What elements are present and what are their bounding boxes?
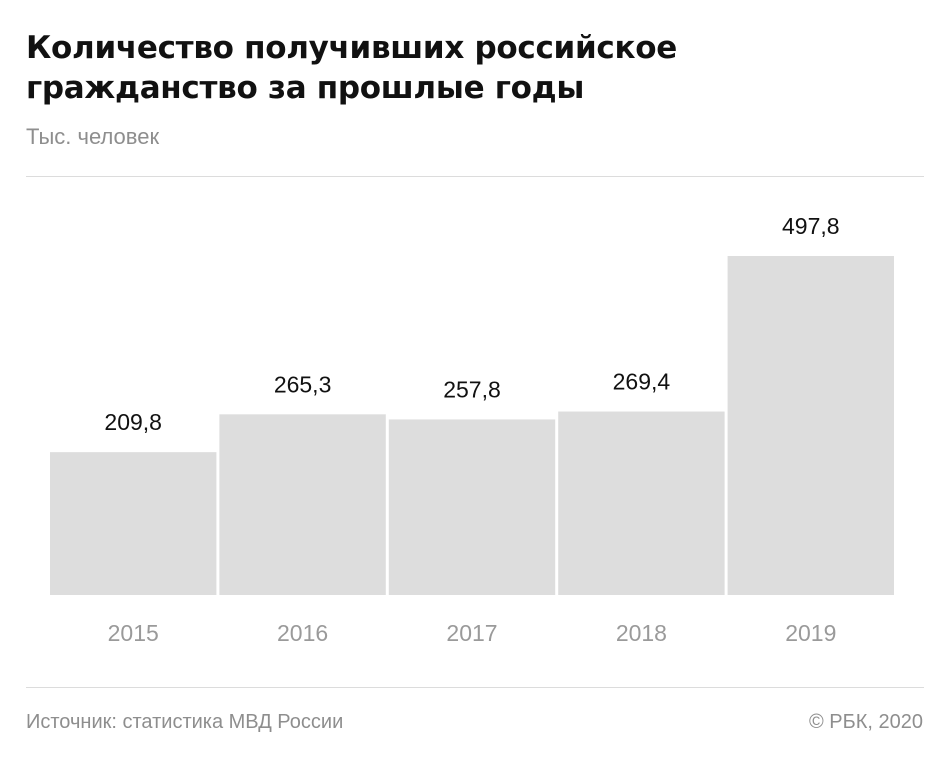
bar-2015: [50, 452, 217, 595]
chart-title: Количество получивших российское граждан…: [26, 28, 906, 108]
bar-2018: [558, 411, 725, 595]
chart-subtitle: Тыс. человек: [26, 124, 160, 149]
category-label-2016: 2016: [277, 620, 328, 646]
category-label-2017: 2017: [446, 620, 497, 646]
category-label-2018: 2018: [616, 620, 667, 646]
bar-2016: [219, 414, 386, 595]
chart-title-line-2: гражданство за прошлые годы: [26, 70, 585, 106]
bar-2017: [388, 419, 556, 595]
value-label-2019: 497,8: [782, 213, 840, 239]
value-label-2017: 257,8: [443, 376, 501, 402]
source-note: Источник: статистика МВД России: [26, 711, 344, 733]
category-label-2015: 2015: [108, 620, 159, 646]
category-label-2019: 2019: [785, 620, 836, 646]
bottom-divider: [26, 687, 924, 688]
value-label-2015: 209,8: [104, 409, 162, 435]
copyright-note: © РБК, 2020: [808, 711, 923, 733]
value-label-2016: 265,3: [274, 371, 332, 397]
chart-title-line-1: Количество получивших российское: [26, 30, 677, 66]
top-divider: [26, 176, 924, 177]
bar-2019: [727, 256, 894, 595]
value-label-2018: 269,4: [613, 369, 671, 395]
